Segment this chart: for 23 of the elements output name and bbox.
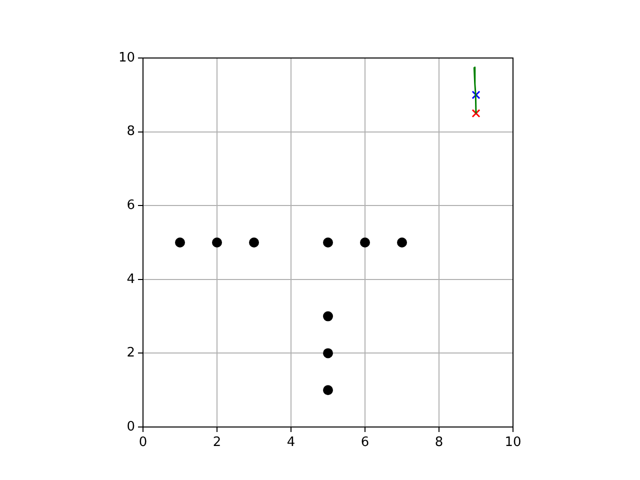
- y-tick-label: 2: [126, 346, 135, 361]
- y-tick-label: 10: [118, 50, 135, 66]
- x-tick-label: 6: [360, 435, 370, 450]
- point: [323, 238, 333, 248]
- point: [360, 238, 370, 248]
- point: [175, 238, 185, 248]
- y-tick-label: 8: [126, 124, 135, 140]
- y-tick-label: 0: [126, 419, 135, 434]
- x-tick-label: 0: [138, 435, 148, 450]
- point: [323, 385, 333, 396]
- x-tick-label: 2: [212, 435, 222, 450]
- x-tick-label: 10: [504, 435, 522, 450]
- y-tick-label: 4: [126, 272, 135, 287]
- point: [323, 311, 333, 322]
- point: [323, 348, 333, 358]
- point: [472, 109, 480, 118]
- y-tick-label: 6: [126, 198, 135, 213]
- x-tick-label: 4: [286, 435, 296, 450]
- point: [212, 238, 222, 248]
- point: [397, 238, 407, 248]
- point: [472, 90, 480, 100]
- x-tick-label: 8: [434, 435, 444, 450]
- point: [249, 238, 259, 248]
